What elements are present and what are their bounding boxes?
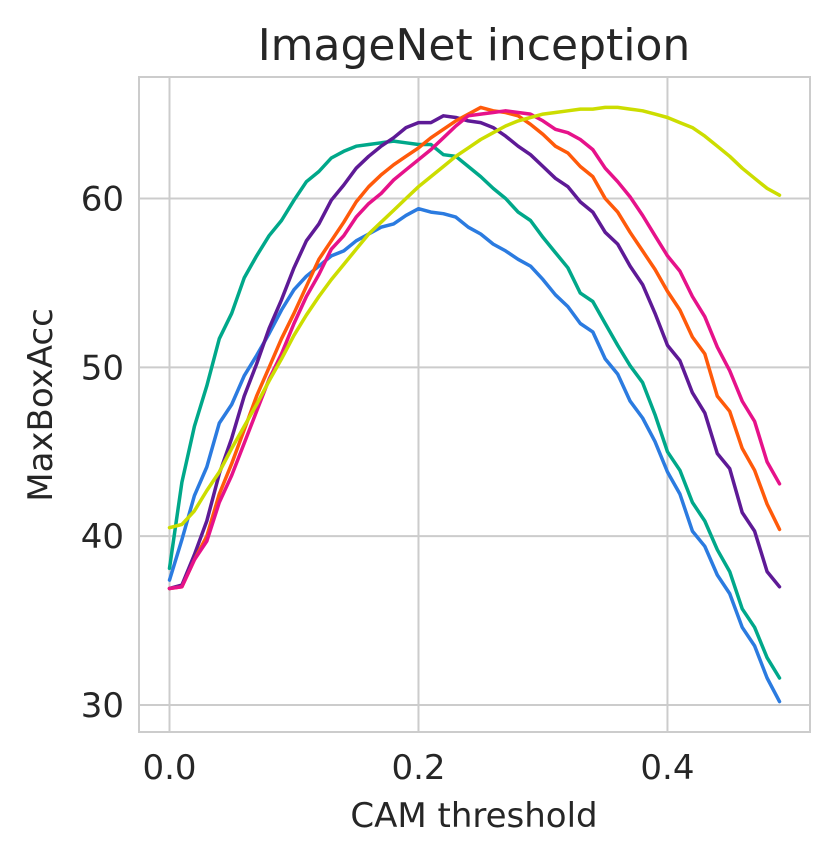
x-tick-label: 0.0 xyxy=(142,748,196,788)
series-lines xyxy=(167,105,782,704)
plot-frame xyxy=(138,76,811,733)
x-tick-label: 0.4 xyxy=(640,748,694,788)
x-tick-labels: 0.0 0.2 0.4 xyxy=(142,748,694,788)
series-line-4 xyxy=(167,105,782,591)
x-tick-label: 0.2 xyxy=(391,748,445,788)
series-line-6 xyxy=(167,105,782,530)
grid-lines xyxy=(139,77,810,732)
series-line-3 xyxy=(167,114,782,591)
y-tick-label: 50 xyxy=(81,348,124,388)
series-line-2 xyxy=(167,139,782,680)
y-axis-label: MaxBoxAcc xyxy=(21,308,61,502)
y-tick-label: 60 xyxy=(81,180,124,220)
y-tick-labels: 30 40 50 60 xyxy=(81,180,124,726)
y-tick-label: 30 xyxy=(81,686,124,726)
x-axis-label: CAM threshold xyxy=(350,796,597,836)
chart-title: ImageNet inception xyxy=(258,20,691,71)
series-line-1 xyxy=(167,206,782,704)
y-tick-label: 40 xyxy=(81,517,124,557)
